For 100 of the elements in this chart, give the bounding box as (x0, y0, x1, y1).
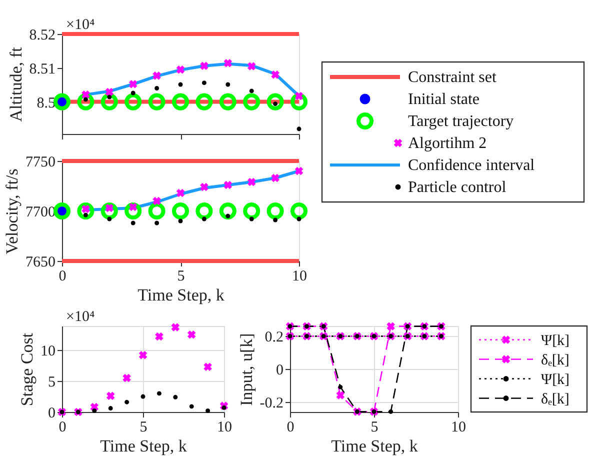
point (200, 182, 208, 192)
point (206, 408, 210, 413)
point (296, 216, 302, 222)
legend-label: Ψ[k] (541, 372, 570, 388)
x-tick-label: 0 (58, 268, 66, 284)
point (100, 93, 118, 110)
x-tick-label: 10 (217, 420, 232, 436)
point (108, 406, 113, 411)
legend-label: Constraint set (408, 69, 497, 86)
point (294, 92, 304, 100)
point (148, 93, 166, 110)
point (386, 322, 395, 330)
legend-label: Algortihm 2 (408, 135, 487, 152)
y-tick-label: 0 (48, 406, 56, 422)
point (77, 202, 94, 220)
point (152, 196, 161, 206)
point (122, 374, 131, 382)
y-tick-label: 8.51 (29, 61, 56, 78)
point (271, 70, 280, 79)
legend-label: δₑ[k] (541, 352, 570, 368)
y-axis-title: Stage Cost (18, 332, 36, 406)
text: ×10⁴ (66, 309, 95, 325)
x-tick-label: 10 (451, 420, 466, 436)
point (249, 216, 254, 222)
point (266, 202, 284, 220)
y-tick-label: 0.2 (264, 330, 284, 346)
point (224, 180, 232, 190)
y-axis-title: Altitude, ft (6, 46, 26, 122)
point (83, 212, 88, 218)
y-axis-title: Velocity, ft/s (2, 168, 22, 254)
point (124, 93, 142, 110)
point (336, 391, 345, 400)
legend-label: δₑ[k] (541, 391, 570, 408)
x-tick-label: 5 (370, 420, 378, 436)
point (106, 392, 115, 400)
legend-label: Target trajectory (408, 113, 514, 130)
point (388, 409, 394, 414)
point (124, 400, 130, 404)
point (226, 82, 230, 87)
point (187, 330, 196, 339)
point (243, 202, 260, 220)
x-tick-label: 10 (292, 268, 307, 284)
point (178, 218, 183, 224)
x-tick-label: 0 (58, 420, 66, 436)
y-tick-label: 7750 (26, 154, 56, 170)
point (338, 384, 343, 390)
point (202, 80, 206, 86)
x-tick-label: 5 (140, 420, 148, 436)
legend-label: Confidence interval (408, 157, 536, 174)
point (77, 93, 94, 110)
point (140, 394, 146, 399)
point (100, 202, 118, 220)
point (202, 216, 206, 222)
point (82, 90, 90, 99)
y-tick-label: 8.5 (36, 95, 56, 112)
x-tick-label: 5 (177, 268, 185, 284)
point (92, 408, 97, 413)
point (171, 323, 180, 332)
point (243, 93, 260, 110)
point (156, 391, 162, 396)
point (196, 202, 213, 220)
text: ×10⁴ (66, 17, 95, 33)
point (196, 93, 213, 110)
point (130, 90, 136, 96)
point (200, 62, 208, 70)
point (154, 220, 160, 226)
legend-label: Ψ[k] (541, 332, 570, 349)
point (290, 202, 308, 220)
y-tick-label: 0 (276, 362, 284, 378)
point (271, 174, 280, 182)
y-tick-label: 8.52 (29, 28, 56, 44)
y-tick-label: 5 (48, 374, 56, 391)
x-tick-label: 0 (286, 420, 294, 436)
y-tick-label: 7650 (26, 254, 56, 270)
point (178, 82, 183, 87)
point (53, 202, 71, 220)
point (138, 350, 148, 360)
point (247, 62, 256, 70)
point (266, 93, 284, 110)
point (219, 202, 236, 220)
point (130, 220, 136, 226)
point (224, 59, 232, 68)
legend-label: Particle control (408, 179, 507, 196)
point (204, 362, 212, 371)
legend-label: Initial state (408, 91, 480, 108)
point (173, 394, 178, 400)
point (154, 86, 160, 90)
point (247, 178, 256, 186)
point (176, 65, 185, 74)
x-axis-title: Time Step, k (138, 286, 225, 304)
point (290, 93, 308, 110)
point (294, 166, 304, 176)
point (172, 202, 190, 220)
point (107, 94, 112, 100)
point (176, 188, 185, 198)
point (53, 93, 71, 110)
point (105, 88, 114, 96)
point (148, 202, 166, 220)
point (273, 218, 278, 222)
y-axis-title: Input, u[k] (236, 333, 256, 406)
